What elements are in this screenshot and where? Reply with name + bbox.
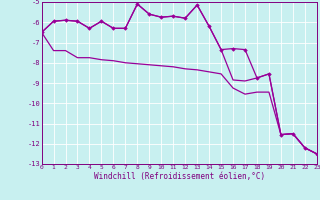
X-axis label: Windchill (Refroidissement éolien,°C): Windchill (Refroidissement éolien,°C): [94, 172, 265, 181]
